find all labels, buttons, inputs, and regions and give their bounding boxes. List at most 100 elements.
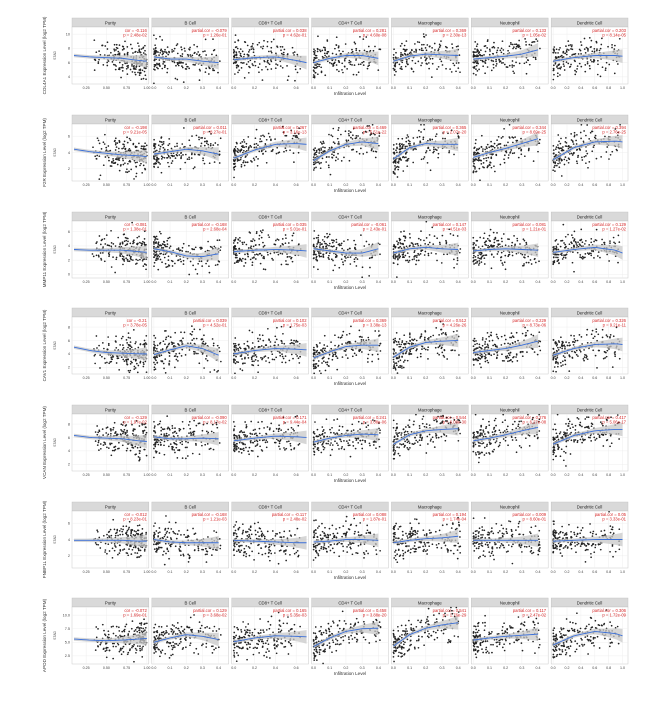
scatter-point <box>474 166 476 169</box>
scatter-point <box>234 73 236 75</box>
scatter-point <box>254 137 257 140</box>
scatter-point <box>429 58 432 60</box>
scatter-point <box>518 45 520 48</box>
scatter-point <box>481 54 484 57</box>
x-tick-label: 1.00 <box>143 183 150 187</box>
scatter-point <box>482 237 485 239</box>
scatter-point <box>439 243 441 246</box>
y-axis-label: F2R Expression Level (log2 TPM) <box>42 118 47 187</box>
scatter-point <box>576 162 579 165</box>
scatter-point <box>247 357 250 359</box>
scatter-point <box>435 149 438 151</box>
scatter-point <box>480 49 482 51</box>
scatter-point <box>114 64 116 66</box>
scatter-point <box>237 347 239 350</box>
scatter-point <box>474 256 477 258</box>
scatter-point <box>425 151 427 154</box>
scatter-point <box>98 344 100 347</box>
scatter-point <box>111 161 113 164</box>
scatter-point <box>153 355 156 358</box>
scatter-point <box>452 62 455 65</box>
scatter-point <box>209 371 212 373</box>
scatter-point <box>294 136 297 138</box>
scatter-point <box>595 157 598 160</box>
scatter-point <box>490 156 493 159</box>
scatter-point <box>483 241 486 244</box>
scatter-point <box>573 230 576 233</box>
scatter-point <box>517 156 520 159</box>
scatter-point <box>424 56 426 58</box>
scatter-point <box>571 234 573 236</box>
panel-title: Dendritic Cell <box>577 214 603 219</box>
scatter-point <box>320 70 323 73</box>
scatter-point <box>367 65 369 68</box>
scatter-point <box>275 63 277 65</box>
x-tick-label: 0.1 <box>327 280 332 284</box>
scatter-point <box>156 156 158 159</box>
scatter-point <box>201 265 204 267</box>
scatter-point <box>199 246 201 249</box>
scatter-point <box>405 140 408 143</box>
scatter-point <box>264 268 267 271</box>
scatter-point <box>378 48 381 51</box>
scatter-point <box>401 147 404 150</box>
scatter-point <box>257 337 259 340</box>
scatter-point <box>433 235 436 237</box>
scatter-point <box>155 63 157 66</box>
x-tick-label: 0.0 <box>151 280 156 284</box>
scatter-point <box>315 245 318 248</box>
scatter-point <box>456 235 459 237</box>
scatter-point <box>252 48 255 51</box>
scatter-point <box>134 161 137 164</box>
scatter-point <box>590 39 593 42</box>
scatter-point <box>274 243 277 246</box>
scatter-point <box>607 45 609 48</box>
scatter-point <box>178 154 181 156</box>
scatter-point <box>274 138 276 140</box>
scatter-point <box>233 159 235 162</box>
confidence-band <box>313 136 379 163</box>
scatter-point <box>336 68 338 71</box>
scatter-point <box>480 258 482 260</box>
scatter-point <box>328 156 330 158</box>
scatter-point <box>363 49 366 52</box>
scatter-point <box>355 59 357 61</box>
scatter-point <box>318 251 320 254</box>
scatter-point <box>589 67 591 70</box>
scatter-point <box>474 259 477 261</box>
scatter-point <box>476 43 479 46</box>
scatter-point <box>177 62 180 64</box>
scatter-point <box>297 133 300 135</box>
scatter-point <box>377 69 380 71</box>
panel-title: B Cell <box>185 117 197 122</box>
scatter-point <box>238 247 241 250</box>
scatter-point <box>125 67 128 70</box>
correlation-text: partial.cor = -0.079 <box>192 28 228 33</box>
scatter-point <box>317 240 320 243</box>
scatter-point <box>533 40 536 43</box>
scatter-point <box>127 332 130 334</box>
scatter-point <box>104 243 107 245</box>
scatter-point <box>177 64 180 67</box>
scatter-point <box>120 356 123 359</box>
scatter-point <box>194 64 196 66</box>
scatter-point <box>314 49 316 52</box>
scatter-point <box>292 152 295 154</box>
scatter-point <box>451 47 454 49</box>
panel-title: CD8+ T Cell <box>258 214 281 219</box>
scatter-point <box>475 158 478 161</box>
scatter-point <box>349 263 352 265</box>
scatter-point <box>256 164 259 167</box>
scatter-point <box>507 238 509 240</box>
scatter-point <box>157 144 160 147</box>
scatter-point <box>258 41 261 44</box>
scatter-point <box>107 342 110 345</box>
scatter-point <box>574 69 576 72</box>
scatter-point <box>489 228 492 231</box>
scatter-point <box>398 63 401 66</box>
scatter-point <box>239 158 242 161</box>
scatter-point <box>573 246 576 248</box>
scatter-point <box>240 165 243 168</box>
scatter-point <box>133 368 136 370</box>
